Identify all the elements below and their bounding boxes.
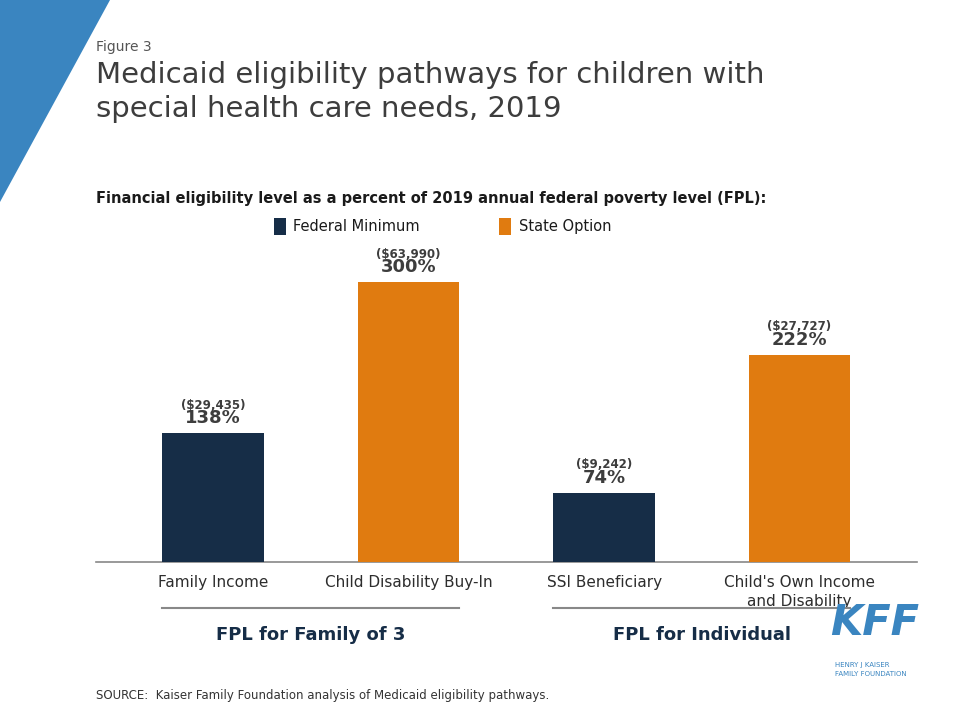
Text: ($27,727): ($27,727) bbox=[767, 320, 831, 333]
Text: SOURCE:  Kaiser Family Foundation analysis of Medicaid eligibility pathways.: SOURCE: Kaiser Family Foundation analysi… bbox=[96, 689, 549, 702]
Text: HENRY J KAISER
FAMILY FOUNDATION: HENRY J KAISER FAMILY FOUNDATION bbox=[835, 662, 907, 677]
Text: Financial eligibility level as a percent of 2019 annual federal poverty level (F: Financial eligibility level as a percent… bbox=[96, 191, 766, 206]
Text: ($29,435): ($29,435) bbox=[181, 399, 246, 412]
Bar bbox=[553, 492, 655, 562]
Text: FPL for Family of 3: FPL for Family of 3 bbox=[216, 626, 406, 644]
Text: 300%: 300% bbox=[381, 258, 437, 276]
Text: KFF: KFF bbox=[830, 603, 920, 644]
Text: Federal Minimum: Federal Minimum bbox=[294, 220, 420, 234]
Polygon shape bbox=[0, 0, 110, 202]
Text: ($9,242): ($9,242) bbox=[576, 458, 633, 471]
Text: 74%: 74% bbox=[583, 469, 626, 487]
Text: Medicaid eligibility pathways for children with
special health care needs, 2019: Medicaid eligibility pathways for childr… bbox=[96, 61, 764, 122]
Text: 138%: 138% bbox=[185, 410, 241, 428]
Bar bbox=[749, 355, 851, 562]
Text: State Option: State Option bbox=[519, 220, 612, 234]
Text: ($63,990): ($63,990) bbox=[376, 248, 441, 261]
Text: Figure 3: Figure 3 bbox=[96, 40, 152, 53]
Text: 222%: 222% bbox=[772, 331, 828, 349]
Bar bbox=[358, 282, 460, 562]
Bar bbox=[162, 433, 264, 562]
Text: FPL for Individual: FPL for Individual bbox=[612, 626, 791, 644]
